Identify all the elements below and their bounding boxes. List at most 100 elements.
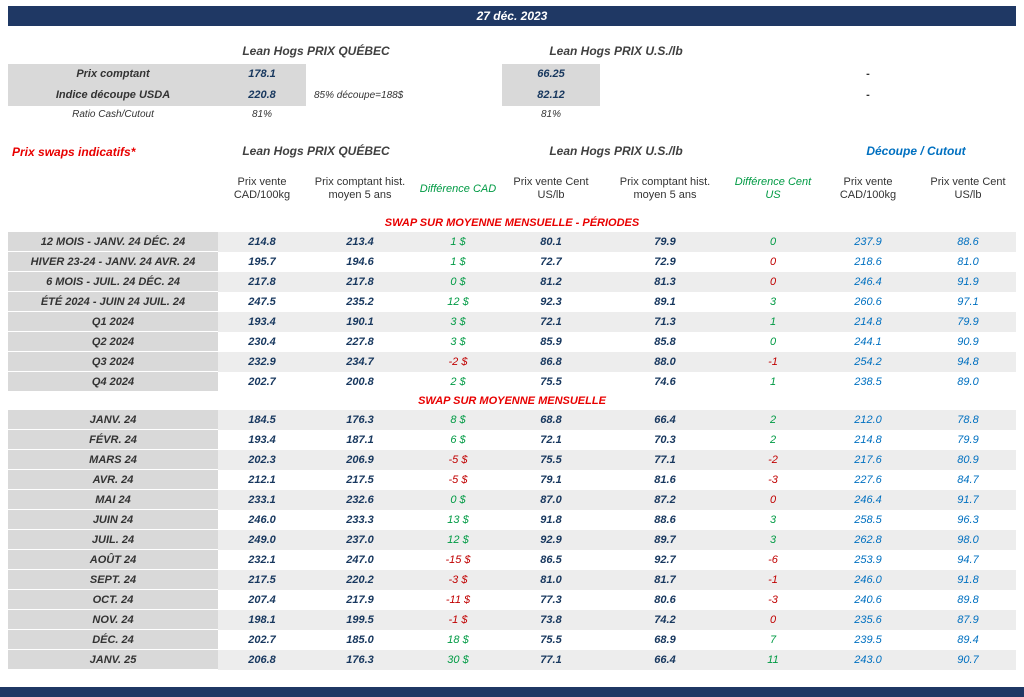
swap-row: ÉTÉ 2024 - JUIN 24 JUIL. 24 247.5 235.2 12 …	[8, 292, 1016, 312]
swap-row: MAI 24 233.1 232.6 0 $87.0 87.2 0 246.4 91.7	[8, 490, 1016, 510]
swap-row: AOÛT 24 232.1 247.0 -15 $ 86.5 92.7 -6 253.9 94.…	[8, 550, 1016, 570]
swap-row: SEPT. 24 217.5 220.2 -3 $81.0 81.7 -1 246.0 91.…	[8, 570, 1016, 590]
prix-vente-us: 81.2	[502, 272, 600, 292]
prix-comptant-hist-cad: 190.1	[306, 312, 414, 332]
swap-row-label: MARS 24	[8, 450, 218, 470]
spot-value-quebec: 220.8	[218, 85, 306, 107]
prix-vente-us: 81.0	[502, 570, 600, 590]
prix-vente-us: 72.1	[502, 312, 600, 332]
prix-comptant-hist-cad: 176.3	[306, 410, 414, 430]
difference-cad: -11 $	[445, 594, 471, 606]
cutout-prix-vente-cad: 237.9	[816, 232, 920, 252]
prix-comptant-hist-us: 74.2	[600, 610, 730, 630]
swap-row-label: MAI 24	[8, 490, 218, 510]
swap-row: NOV. 24 198.1 199.5 -1 $73.8 74.2 0 235.6 87.9	[8, 610, 1016, 630]
col-header-prix-vente-us: Prix vente Cent US/lb	[513, 176, 589, 201]
spot-dash: -	[866, 68, 870, 80]
prix-comptant-hist-us: 70.3	[654, 434, 676, 446]
swap-row-label: FÉVR. 24	[8, 430, 218, 450]
prix-comptant-hist-cad: 176.3	[306, 650, 414, 670]
prix-comptant-hist-cad: 217.8	[306, 272, 414, 292]
prix-vente-cad: 232.1	[248, 554, 276, 566]
spot-row: Prix comptant 178.1 66.25 -	[8, 64, 1016, 86]
cutout-prix-vente-us: 89.0	[957, 376, 979, 388]
cutout-prix-vente-us: 91.7	[920, 490, 1016, 510]
difference-cad: -3 $	[414, 570, 502, 590]
difference-cad: 2 $	[450, 376, 466, 388]
difference-cad: 1 $	[414, 232, 502, 252]
prix-comptant-hist-cad: 235.2	[346, 296, 374, 308]
cutout-prix-vente-us: 79.9	[920, 312, 1016, 332]
prix-comptant-hist-us: 81.3	[600, 272, 730, 292]
spot-header-row: Lean Hogs PRIX QUÉBEC Lean Hogs PRIX U.S…	[8, 42, 1016, 60]
swap-row-label: NOV. 24	[8, 610, 218, 630]
difference-cad: -15 $	[445, 554, 471, 566]
col-header-difference-us: Différence Cent US	[734, 176, 812, 201]
difference-cad: -5 $	[414, 450, 502, 470]
prix-vente-cad: 202.3	[218, 450, 306, 470]
cutout-prix-vente-cad: 243.0	[816, 650, 920, 670]
difference-us: 1	[730, 312, 816, 332]
cutout-prix-vente-us: 91.8	[920, 570, 1016, 590]
difference-us: 0	[730, 232, 816, 252]
prix-vente-us: 72.1	[540, 434, 562, 446]
swap-row-label: JANV. 25	[8, 650, 218, 670]
swap-row: JUIN 24 246.0 233.3 13 $ 91.8 88.6 3 258.5 96.3	[8, 510, 1016, 530]
cutout-prix-vente-cad: 235.6	[816, 610, 920, 630]
cutout-prix-vente-cad: 246.0	[816, 570, 920, 590]
spot-price-table: Prix comptant 178.1 66.25- Indice découpe U…	[8, 64, 1016, 124]
spot-value-quebec: 178.1	[218, 64, 306, 86]
prix-vente-us: 72.7	[540, 256, 562, 268]
swap-row-label: 6 MOIS - JUIL. 24 DÉC. 24	[8, 272, 218, 292]
swap-row-label: Q4 2024	[8, 372, 218, 392]
prix-comptant-hist-cad: 217.5	[346, 474, 374, 486]
cutout-prix-vente-cad: 246.4	[816, 490, 920, 510]
prix-vente-us: 68.8	[502, 410, 600, 430]
prix-comptant-hist-us: 81.7	[600, 570, 730, 590]
swap-row-label: 12 MOIS - JANV. 24 DÉC. 24	[8, 232, 218, 252]
swap-row: JANV. 25 206.8 176.3 30 $77.1 66.4 11 243.0 90.…	[8, 650, 1016, 670]
cutout-prix-vente-cad: 254.2	[816, 352, 920, 372]
difference-us: 0	[730, 610, 816, 630]
prix-vente-cad: 202.7	[248, 376, 276, 388]
cutout-prix-vente-us: 91.9	[920, 272, 1016, 292]
cutout-prix-vente-cad: 214.8	[854, 434, 882, 446]
spot-note: 85% découpe=188$	[314, 90, 404, 101]
difference-us: 2	[730, 410, 816, 430]
cutout-prix-vente-us: 98.0	[920, 530, 1016, 550]
difference-cad: 1 $	[450, 256, 466, 268]
section-title: SWAP SUR MOYENNE MENSUELLE	[418, 395, 606, 407]
prix-comptant-hist-cad: 206.9	[306, 450, 414, 470]
prix-comptant-hist-cad: 194.6	[346, 256, 374, 268]
difference-us: 7	[769, 634, 777, 646]
column-header-row: Prix vente CAD/100kg Prix comptant hist.…	[8, 164, 1016, 214]
spot-us-title: Lean Hogs PRIX U.S./lb	[549, 44, 683, 58]
difference-us: -3	[768, 474, 778, 486]
cutout-prix-vente-cad: 217.6	[816, 450, 920, 470]
prix-comptant-hist-us: 68.9	[654, 634, 676, 646]
prix-vente-cad: 217.8	[218, 272, 306, 292]
prix-comptant-hist-us: 74.6	[654, 376, 676, 388]
difference-cad: 12 $	[414, 530, 502, 550]
cutout-prix-vente-us: 94.7	[957, 554, 979, 566]
difference-us: -1	[730, 352, 816, 372]
cutout-prix-vente-cad: 244.1	[854, 336, 882, 348]
difference-us: 0	[730, 272, 816, 292]
swaps-us-title: Lean Hogs PRIX U.S./lb	[549, 144, 683, 158]
cutout-prix-vente-cad: 218.6	[854, 256, 882, 268]
prix-vente-us: 92.9	[502, 530, 600, 550]
swap-row: JANV. 24 184.5 176.3 8 $68.8 66.4 2 212.0 78.8	[8, 410, 1016, 430]
cutout-prix-vente-us: 89.8	[957, 594, 979, 606]
cutout-prix-vente-cad: 253.9	[854, 554, 882, 566]
difference-us: 1	[769, 376, 777, 388]
cutout-prix-vente-cad: 239.5	[854, 634, 882, 646]
difference-cad: 0 $	[414, 272, 502, 292]
prix-comptant-hist-cad: 237.0	[306, 530, 414, 550]
cutout-prix-vente-cad: 246.4	[816, 272, 920, 292]
prix-comptant-hist-cad: 227.8	[346, 336, 374, 348]
col-header-difference-cad: Différence CAD	[419, 182, 497, 195]
prix-vente-us: 92.3	[540, 296, 562, 308]
prix-comptant-hist-cad: 234.7	[306, 352, 414, 372]
prix-comptant-hist-us: 77.1	[600, 450, 730, 470]
